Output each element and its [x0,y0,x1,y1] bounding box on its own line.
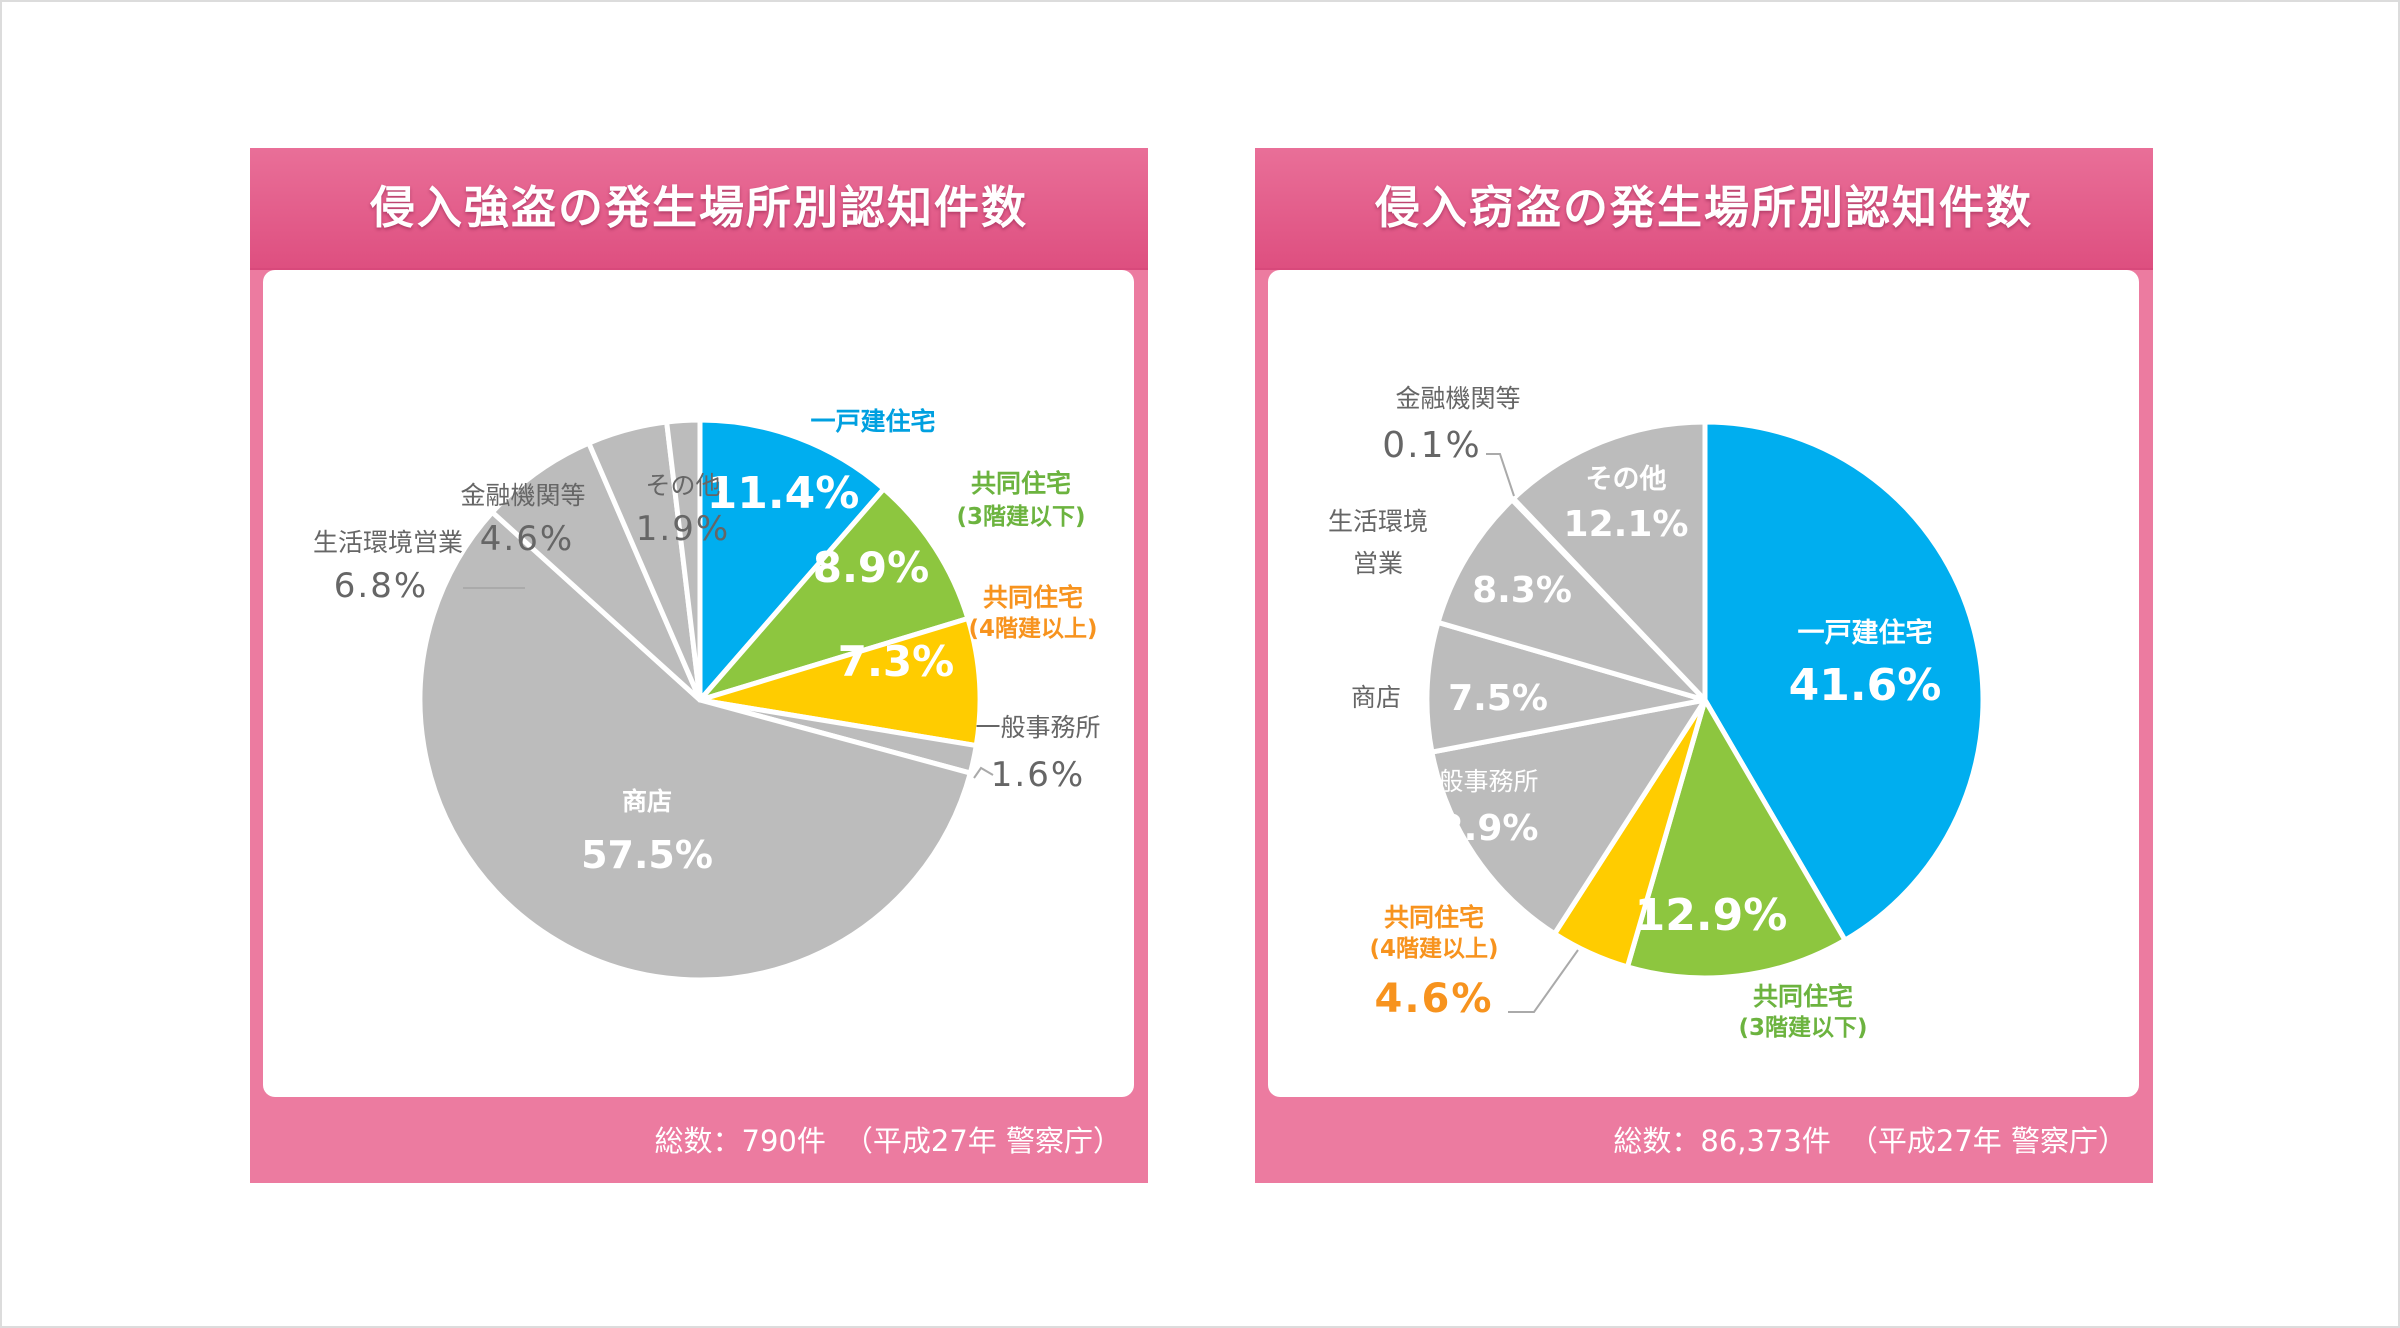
slice-value: 12.9% [1414,808,1539,849]
burglary-chart-panel: 侵入窃盗の発生場所別認知件数 一戸建住宅 41.6% 12.9% 共同住宅 (3階建以下… [1255,148,2153,1183]
slice-value: 1.9% [636,509,730,549]
slice-value: 41.6% [1789,660,1942,711]
slice-value: 12.9% [1635,890,1788,941]
slice-label: 共同住宅 [1753,982,1853,1011]
slice-label: 共同住宅 [1384,903,1484,932]
pie-slice-other [1510,419,1708,703]
slice-label: 金融機関等 [460,481,585,510]
slice-sublabel: (3階建以下) [956,504,1085,530]
slice-label: 一般事務所 [1413,767,1538,796]
slice-sublabel: (4階建以上) [968,616,1097,642]
slice-value: 8.3% [1472,570,1572,611]
pie-slice-detached-house [697,417,887,703]
slice-value: 57.5% [581,833,713,877]
slice-value: 1.6% [991,755,1085,795]
chart-title: 侵入窃盗の発生場所別認知件数 [1374,181,2033,234]
slice-value: 11.4% [707,468,860,519]
chart-footer: 総数：790件 （平成27年 警察庁） [655,1106,1122,1176]
slice-value: 0.1% [1382,425,1481,466]
data-source: （平成27年 警察庁） [843,1124,1122,1158]
pie-slice-detached-house [1702,419,1986,943]
chart-footer: 総数：86,373件 （平成27年 警察庁） [1613,1106,2127,1176]
pie-slice-low-apartment [697,486,971,703]
slice-value: 7.5% [1448,678,1548,719]
slice-sublabel: (4階建以上) [1369,936,1498,962]
pie-slice-low-apartment [1624,697,1848,981]
pie-slice-high-apartment [697,616,983,749]
slice-value: 4.6% [480,519,574,559]
leader-line [1508,949,1579,1013]
slice-value: 8.9% [813,543,929,592]
slice-value: 6.8% [334,566,428,606]
data-source: （平成27年 警察庁） [1848,1124,2127,1158]
slice-label: その他 [1586,464,1667,495]
chart-card: 一戸建住宅 41.6% 12.9% 共同住宅 (3階建以下) 共同住宅 (4階建以上) 4.6… [1268,270,2139,1097]
slice-sublabel: (3階建以下) [1738,1015,1867,1041]
pie-slice-other [664,417,703,703]
slice-value: 4.6% [1375,976,1494,1022]
slice-label: 共同住宅 [971,469,1071,498]
leader-line [973,766,994,779]
leader-line [1486,453,1515,497]
pie-slice-living-business [1435,497,1708,703]
slice-value: 7.3% [838,637,954,686]
panel-header: 侵入窃盗の発生場所別認知件数 [1255,148,2153,270]
slice-label: 生活環境 [1328,507,1428,536]
pie-slice-office [1429,697,1708,937]
slice-label: 一般事務所 [975,713,1100,742]
robbery-chart-panel: 侵入強盗の発生場所別認知件数 一戸建住宅 11.4% 共同住宅 (3階建以下) 8.9%… [250,148,1148,1183]
slice-label: 一戸建住宅 [1798,617,1933,649]
slice-label: 生活環境営業 [313,528,463,557]
pie-slice-shop [417,509,973,983]
slice-label: 金融機関等 [1395,384,1520,413]
slice-label: 一戸建住宅 [810,407,935,436]
slice-label: 共同住宅 [983,583,1083,612]
robbery-pie-chart: 一戸建住宅 11.4% 共同住宅 (3階建以下) 8.9% 共同住宅 (4階建以上) 7.3%… [313,407,1101,983]
total-count: 総数：790件 [654,1124,826,1158]
panel-header: 侵入強盗の発生場所別認知件数 [250,148,1148,270]
slice-label: その他 [645,471,720,500]
slice-label: 商店 [1351,683,1401,712]
pie-slice-shop [1424,619,1708,755]
chart-title: 侵入強盗の発生場所別認知件数 [369,181,1028,234]
slice-label: 商店 [622,787,672,816]
slice-value: 12.1% [1564,504,1689,545]
slice-label: 営業 [1353,549,1403,578]
chart-card: 一戸建住宅 11.4% 共同住宅 (3階建以下) 8.9% 共同住宅 (4階建以上) 7.3%… [263,270,1134,1097]
total-count: 総数：86,373件 [1613,1124,1831,1158]
burglary-pie-chart: 一戸建住宅 41.6% 12.9% 共同住宅 (3階建以下) 共同住宅 (4階建以上) 4.6… [1328,384,1986,1041]
